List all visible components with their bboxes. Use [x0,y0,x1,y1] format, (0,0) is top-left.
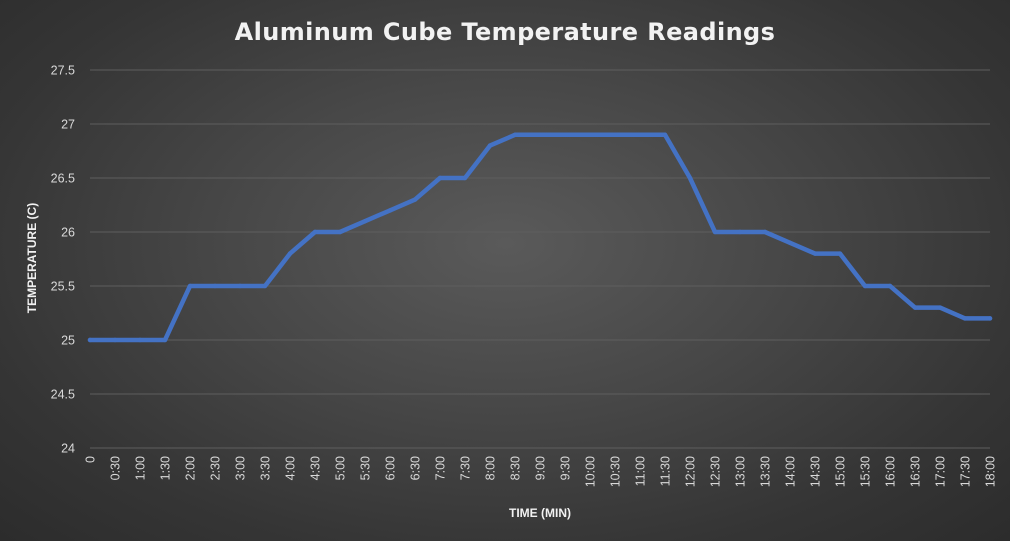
data-point [212,283,218,289]
x-tick-label: 10:00 [584,456,598,487]
x-tick-label: 15:30 [859,456,873,487]
data-point [987,316,993,321]
data-point [112,337,118,343]
y-tick-label: 26 [61,226,75,240]
data-point [262,283,268,289]
x-tick-label: 7:00 [434,456,448,480]
y-tick-label: 24 [61,442,75,456]
chart-title: Aluminum Cube Temperature Readings [235,18,776,46]
y-tick-label: 25 [61,334,75,348]
data-point [87,337,93,343]
x-tick-label: 9:30 [559,456,573,480]
data-point [787,240,793,245]
data-point [437,175,443,181]
gridlines [90,69,990,449]
x-tick-label: 18:00 [984,456,998,487]
x-tick-label: 4:30 [309,456,323,480]
x-tick-label: 12:00 [684,456,698,487]
x-tick-label: 2:30 [209,456,223,480]
x-tick-label: 7:30 [459,456,473,480]
x-tick-label: 6:00 [384,456,398,480]
data-point [237,283,243,289]
data-point [462,175,468,181]
x-tick-label: 14:00 [784,456,798,487]
data-point [562,132,568,137]
data-point [537,132,543,137]
data-point [687,175,693,181]
x-tick-label: 3:00 [234,456,248,480]
data-point [612,132,618,137]
x-tick-label: 10:30 [609,456,623,487]
data-point [312,229,318,235]
data-point [762,229,768,235]
x-axis-title: TIME (MIN) [509,506,571,520]
data-point [812,251,818,256]
x-tick-label: 14:30 [809,456,823,487]
data-point [362,219,368,224]
x-tick-label: 0:30 [109,456,123,480]
data-point [287,251,293,256]
series-layer [87,132,993,343]
data-point [512,132,518,137]
y-tick-label: 26.5 [51,172,75,186]
x-tick-label: 2:00 [184,456,198,480]
data-point [837,251,843,256]
data-point [587,132,593,137]
data-point [487,143,493,148]
x-axis-ticks: 0 0:30 1:00 1:30 2:00 2:30 3:00 3:30 4:00 4:30 5:0… [84,456,998,487]
x-tick-label: 5:00 [334,456,348,480]
x-tick-label: 4:00 [284,456,298,480]
x-tick-label: 5:30 [359,456,373,480]
data-point [387,208,393,213]
y-tick-label: 27 [61,118,75,132]
x-tick-label: 1:00 [134,456,148,480]
data-point [862,283,868,289]
data-point [412,197,418,202]
x-tick-label: 6:30 [409,456,423,480]
data-point [137,337,143,343]
x-tick-label: 3:30 [259,456,273,480]
data-point [187,283,193,289]
x-tick-label: 0 [84,456,98,463]
data-point [912,305,918,310]
data-point [162,337,168,343]
x-tick-label: 11:30 [659,456,673,486]
x-tick-label: 8:30 [509,456,523,480]
data-point [962,316,968,321]
data-point [937,305,943,310]
data-point [712,229,718,235]
x-tick-label: 11:00 [634,456,648,486]
data-point [737,229,743,235]
x-tick-label: 8:00 [484,456,498,480]
x-tick-label: 12:30 [709,456,723,487]
x-tick-label: 16:30 [909,456,923,487]
data-point [637,132,643,137]
y-axis-title: TEMPERATURE (C) [25,203,39,313]
x-tick-label: 9:00 [534,456,548,480]
x-tick-label: 15:00 [834,456,848,487]
x-tick-label: 13:30 [759,456,773,487]
x-tick-label: 17:00 [934,456,948,487]
x-tick-label: 1:30 [159,456,173,480]
y-tick-label: 25.5 [51,280,75,294]
y-tick-label: 24.5 [51,388,75,402]
data-point [887,283,893,289]
data-point [662,132,668,137]
x-tick-label: 13:00 [734,456,748,487]
y-tick-label: 27.5 [51,64,75,78]
x-tick-label: 17:30 [959,456,973,487]
series-line-0 [87,132,993,343]
y-axis-ticks: 24 24.5 25 25.5 26 26.5 27 27.5 [51,64,75,456]
data-point [337,229,343,235]
x-tick-label: 16:00 [884,456,898,487]
